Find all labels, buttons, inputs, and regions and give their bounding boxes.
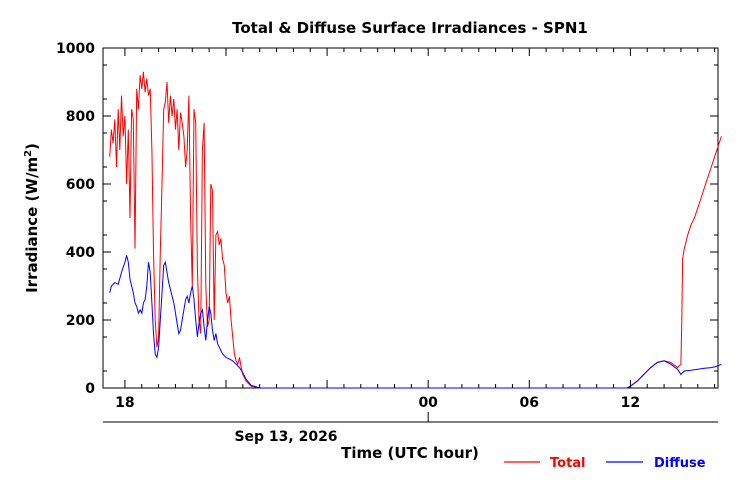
y-axis-label: Irradiance (W/m2) xyxy=(23,143,41,293)
y-tick-label: 200 xyxy=(66,313,95,329)
series-layer xyxy=(109,71,722,389)
x-axis-label: Time (UTC hour) xyxy=(341,444,479,462)
legend-diffuse-label: Diffuse xyxy=(654,456,706,471)
series-diffuse-line xyxy=(109,255,722,389)
y-tick-label: 400 xyxy=(66,245,95,261)
series-total-line xyxy=(109,71,722,389)
y-tick-label: 600 xyxy=(66,177,95,193)
legend-total-label: Total xyxy=(550,456,586,471)
x-tick-label: 00 xyxy=(418,395,438,411)
y-axis-label-main: Irradiance (W/m xyxy=(23,157,41,293)
chart-title: Total & Diffuse Surface Irradiances - SP… xyxy=(232,19,588,37)
y-axis-label-close: ) xyxy=(23,143,41,150)
x-tick-label: 06 xyxy=(520,395,539,411)
legend: Total Diffuse xyxy=(504,456,706,471)
date-label: Sep 13, 2026 xyxy=(234,429,337,445)
x-tick-label: 12 xyxy=(621,395,640,411)
plot-frame xyxy=(102,47,719,389)
y-axis-label-superscript: 2 xyxy=(23,150,34,157)
x-axis: 18 00 06 12 xyxy=(115,48,716,422)
y-tick-label: 0 xyxy=(85,381,95,397)
x-tick-label: 18 xyxy=(115,395,134,411)
y-axis: 0 200 400 600 800 1000 xyxy=(56,41,718,397)
y-tick-label: 1000 xyxy=(56,41,95,57)
y-tick-label: 800 xyxy=(66,109,95,125)
